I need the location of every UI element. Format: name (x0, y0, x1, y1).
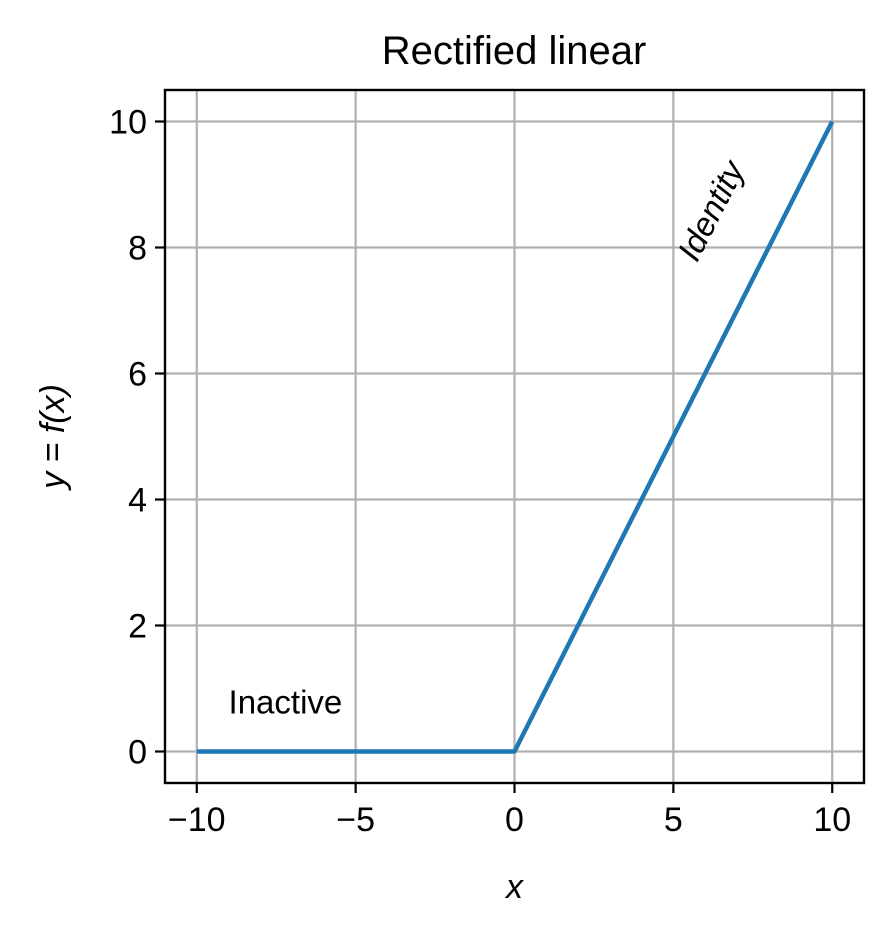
x-tick-label: 0 (505, 801, 524, 839)
y-tick-label: 8 (128, 230, 147, 268)
y-tick-label: 6 (128, 356, 147, 394)
tick-labels: −10 −5 0 5 10 0 2 4 6 8 10 (109, 104, 851, 840)
y-tick-label: 0 (128, 734, 147, 772)
y-tick-label: 2 (128, 608, 147, 646)
y-tick-label: 4 (128, 482, 147, 520)
x-tick-label: 10 (813, 801, 851, 839)
grid (165, 90, 864, 783)
chart-title: Rectified linear (382, 29, 647, 73)
x-tick-label: −10 (168, 801, 226, 839)
x-axis-label: x (504, 868, 524, 906)
annotation-inactive: Inactive (229, 684, 343, 721)
annotation-identity: Identity (670, 153, 752, 267)
x-tick-label: 5 (664, 801, 683, 839)
x-tick-label: −5 (336, 801, 375, 839)
y-tick-label: 10 (109, 104, 147, 142)
series-layer (196, 120, 835, 754)
y-axis-label: y = f(x) (34, 384, 72, 491)
tick-marks (155, 120, 834, 793)
